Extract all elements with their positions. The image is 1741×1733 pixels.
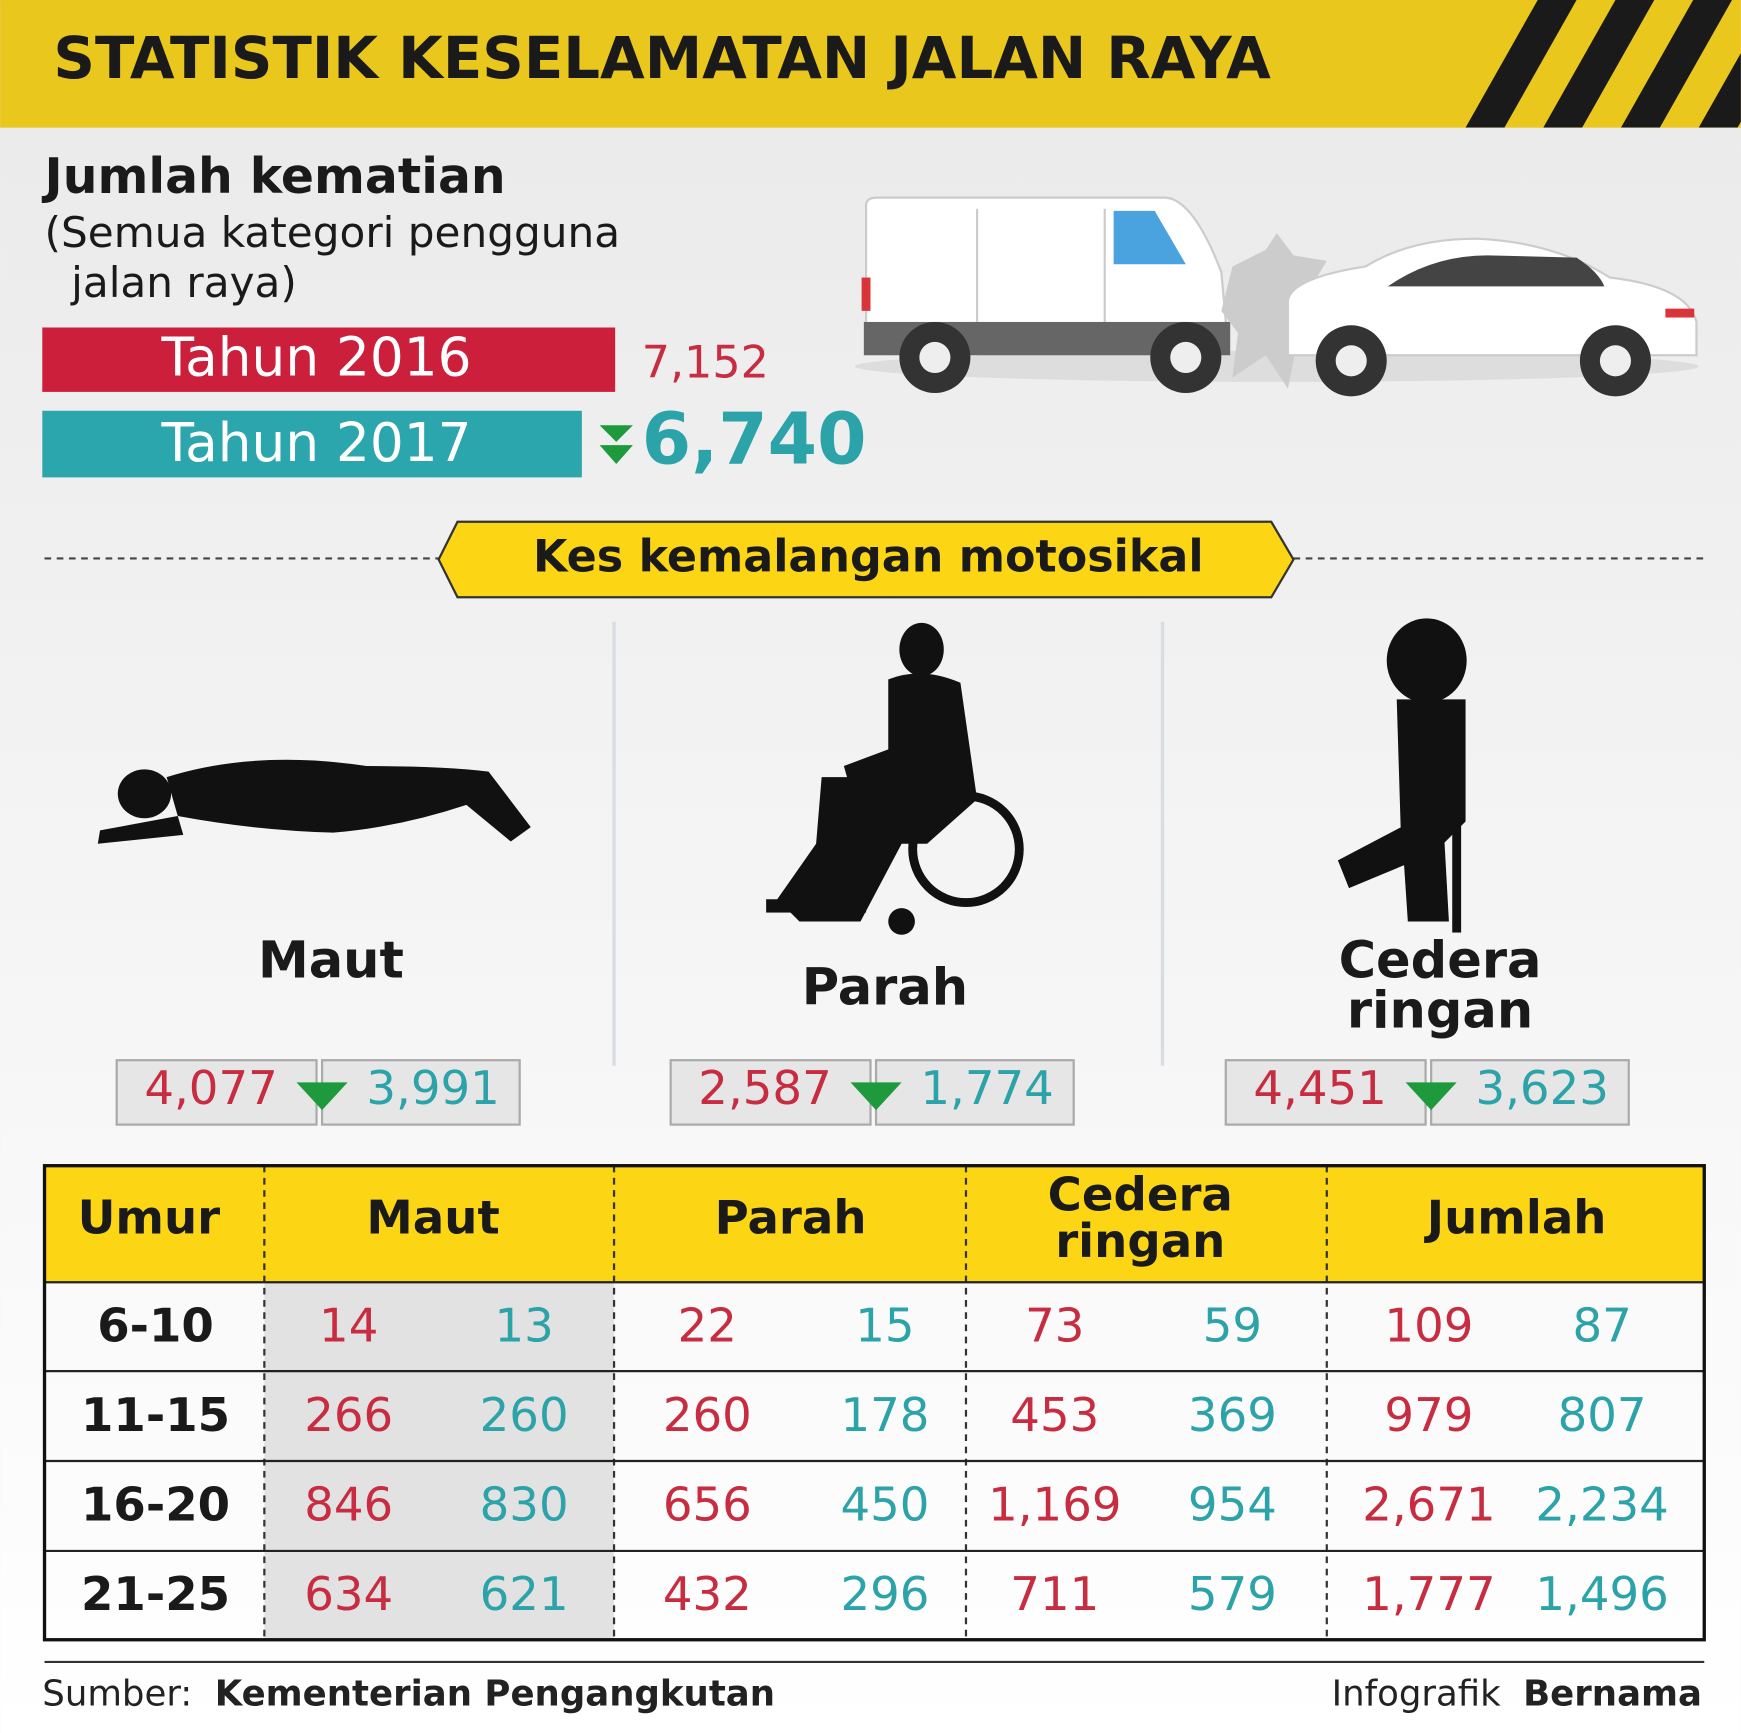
table-header: Cedera: [1048, 1167, 1233, 1221]
hazard-stripes: [1465, 0, 1741, 128]
table-border: [42, 1164, 1706, 1642]
table-header: Maut: [366, 1191, 499, 1245]
table-value: 1,777: [1362, 1567, 1495, 1621]
down-arrow: [1405, 1082, 1457, 1111]
lying-figure: [97, 759, 531, 844]
category-label: Maut: [258, 932, 404, 991]
age-group: 11-15: [81, 1388, 230, 1442]
table-value: 979: [1384, 1388, 1473, 1442]
deaths-title: Jumlah kematian: [42, 148, 506, 205]
age-group: 21-25: [81, 1567, 230, 1621]
down-arrow: [850, 1082, 902, 1111]
source-label: Sumber:: [42, 1673, 192, 1714]
down-arrow: [599, 425, 633, 465]
value-box: [1224, 1059, 1427, 1126]
table-value: 432: [663, 1567, 752, 1621]
year-label: Tahun 2016: [160, 326, 471, 388]
deaths-value: 7,152: [642, 337, 769, 388]
category-label: Parah: [802, 958, 968, 1017]
table-value: 2,671: [1362, 1478, 1495, 1532]
table-header: Umur: [78, 1191, 221, 1245]
table-value: 634: [304, 1567, 393, 1621]
table-value: 13: [494, 1298, 553, 1352]
table-value: 369: [1188, 1388, 1277, 1442]
header-band: [0, 0, 1741, 128]
table-value: 453: [1010, 1388, 1099, 1442]
table-value: 954: [1188, 1478, 1277, 1532]
value-2016: 2,587: [698, 1061, 831, 1115]
deaths-value: 6,740: [642, 398, 867, 481]
table-value: 59: [1203, 1298, 1262, 1352]
table-header: Jumlah: [1424, 1191, 1607, 1245]
table-value: 260: [480, 1388, 569, 1442]
crutch-figure: [1337, 618, 1467, 933]
table-value: 807: [1558, 1388, 1647, 1442]
down-arrow: [296, 1082, 348, 1111]
table-value: 87: [1572, 1298, 1631, 1352]
table-value: 109: [1384, 1298, 1473, 1352]
footer-source: Sumber: Kementerian Pengangkutan: [42, 1673, 775, 1714]
deaths-subtitle: (Semua kategori pengguna: [45, 208, 621, 257]
source: Kementerian Pengangkutan: [215, 1673, 775, 1714]
wheelchair-figure: [766, 622, 1024, 935]
table-value: 296: [840, 1567, 929, 1621]
age-group: 6-10: [97, 1298, 214, 1352]
table-value: 22: [678, 1298, 737, 1352]
table-value: 15: [855, 1298, 914, 1352]
table-value: 1,496: [1535, 1567, 1668, 1621]
table-value: 73: [1025, 1298, 1084, 1352]
table-value: 2,234: [1535, 1478, 1668, 1532]
page-title: STATISTIK KESELAMATAN JALAN RAYA: [53, 24, 1271, 92]
year-bar: [42, 327, 616, 392]
table-value: 1,169: [988, 1478, 1121, 1532]
value-2017: 3,991: [366, 1061, 499, 1115]
value-2017: 1,774: [920, 1061, 1053, 1115]
table-value: 711: [1010, 1567, 1099, 1621]
value-2017: 3,623: [1475, 1061, 1608, 1115]
table-value: 621: [480, 1567, 569, 1621]
table-value: 260: [663, 1388, 752, 1442]
category-label: Cedera: [1339, 932, 1542, 991]
table-value: 656: [663, 1478, 752, 1532]
value-2016: 4,451: [1253, 1061, 1386, 1115]
table-value: 450: [840, 1478, 929, 1532]
value-2016: 4,077: [144, 1061, 277, 1115]
value-box: [874, 1059, 1075, 1126]
table-value: 579: [1188, 1567, 1277, 1621]
crash-illustration: [854, 196, 1699, 397]
credit-label: Infografik: [1332, 1673, 1501, 1714]
table-value: 178: [840, 1388, 929, 1442]
category-label: ringan: [1347, 982, 1533, 1041]
table-header-bg: [44, 1165, 1705, 1283]
year-bar: [42, 410, 582, 478]
section-title: Kes kemalangan motosikal: [533, 532, 1204, 583]
table-value: 830: [480, 1478, 569, 1532]
age-group: 16-20: [81, 1478, 230, 1532]
value-box: [320, 1059, 521, 1126]
table-value: 846: [304, 1478, 393, 1532]
footer-credit: Infografik Bernama: [1332, 1673, 1702, 1714]
value-box: [115, 1059, 318, 1126]
section-banner: [437, 520, 1295, 599]
table-value: 266: [304, 1388, 393, 1442]
value-box: [669, 1059, 872, 1126]
table-header: ringan: [1055, 1214, 1225, 1268]
year-label: Tahun 2017: [160, 412, 471, 474]
deaths-subtitle: jalan raya): [70, 258, 297, 307]
credit: Bernama: [1523, 1673, 1702, 1714]
table-value: 14: [319, 1298, 378, 1352]
table-header: Parah: [715, 1191, 867, 1245]
